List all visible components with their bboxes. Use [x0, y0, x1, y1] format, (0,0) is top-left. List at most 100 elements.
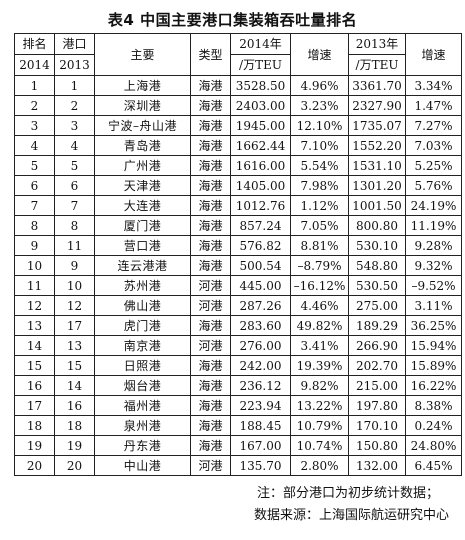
port-name-cell: 虎门港	[94, 315, 191, 336]
teu-2014-cell: 135.70	[230, 455, 291, 476]
teu-2013-cell: 189.29	[348, 315, 406, 336]
table-row: 17 16 福州港 海港 223.94 13.22% 197.80 8.38%	[14, 395, 462, 416]
rank-2013-cell: 18	[54, 415, 95, 436]
teu-2013-cell: 275.00	[348, 295, 406, 316]
rank-2013-cell: 5	[54, 155, 95, 176]
growth-2013-cell: 5.25%	[405, 155, 462, 176]
port-type-cell: 海港	[190, 255, 231, 276]
table-row: 2 2 深圳港 海港 2403.00 3.23% 2327.90 1.47%	[14, 95, 462, 116]
growth-2014-cell: 4.46%	[290, 295, 349, 316]
growth-2014-cell: 12.10%	[290, 115, 349, 136]
table-title: 表4 中国主要港口集装箱吞吐量排名	[107, 11, 358, 29]
rank-2013-header-year: 2013	[54, 54, 95, 76]
rank-2013-cell: 20	[54, 455, 95, 476]
teu-2013-cell: 150.80	[348, 435, 406, 456]
growth-2014-cell: 13.22%	[290, 395, 349, 416]
port-name-cell: 大连港	[94, 195, 191, 216]
growth-2013-cell: 11.19%	[405, 215, 462, 236]
teu-2013-cell: 530.50	[348, 275, 406, 296]
rank-2013-cell: 14	[54, 375, 95, 396]
growth-2013-cell: 36.25%	[405, 315, 462, 336]
growth-2014-cell: 2.80%	[290, 455, 349, 476]
teu-2014-cell: 3528.50	[230, 75, 291, 96]
teu-2013-cell: 2327.90	[348, 95, 406, 116]
rank-2014-cell: 18	[14, 415, 55, 436]
teu-2013-cell: 1552.20	[348, 135, 406, 156]
port-type-cell: 海港	[190, 235, 231, 256]
growth-2014-cell: 10.79%	[290, 415, 349, 436]
growth-2014-cell: –16.12%	[290, 275, 349, 296]
teu-2013-cell: 548.80	[348, 255, 406, 276]
table-row: 9 11 营口港 海港 576.82 8.81% 530.10 9.28%	[14, 235, 462, 256]
growth-2013-header: 增速	[405, 33, 462, 76]
rank-2013-cell: 11	[54, 235, 95, 256]
teu-2014-cell: 2403.00	[230, 95, 291, 116]
rank-2014-cell: 1	[14, 75, 55, 96]
rank-2013-cell: 6	[54, 175, 95, 196]
teu-2013-cell: 1735.07	[348, 115, 406, 136]
growth-2014-cell: –8.79%	[290, 255, 349, 276]
growth-2013-cell: 7.27%	[405, 115, 462, 136]
port-type-cell: 海港	[190, 75, 231, 96]
growth-2014-cell: 19.39%	[290, 355, 349, 376]
teu-2014-cell: 223.94	[230, 395, 291, 416]
teu-2014-cell: 1662.44	[230, 135, 291, 156]
teu-2013-cell: 1301.20	[348, 175, 406, 196]
port-type-cell: 海港	[190, 375, 231, 396]
teu-2014-cell: 445.00	[230, 275, 291, 296]
table-row: 1 1 上海港 海港 3528.50 4.96% 3361.70 3.34%	[14, 75, 462, 96]
rank-2013-cell: 13	[54, 335, 95, 356]
teu-2013-cell: 266.90	[348, 335, 406, 356]
teu-2014-cell: 1945.00	[230, 115, 291, 136]
growth-2014-cell: 4.96%	[290, 75, 349, 96]
teu-2013-header-unit: /万TEU	[348, 54, 406, 76]
table-row: 3 3 宁波–舟山港 海港 1945.00 12.10% 1735.07 7.27%	[14, 115, 462, 136]
growth-2014-cell: 5.54%	[290, 155, 349, 176]
teu-2013-cell: 800.80	[348, 215, 406, 236]
rank-2013-cell: 4	[54, 135, 95, 156]
port-name-cell: 烟台港	[94, 375, 191, 396]
table-row: 7 7 大连港 海港 1012.76 1.12% 1001.50 24.19%	[14, 195, 462, 216]
port-type-cell: 河港	[190, 275, 231, 296]
teu-2014-cell: 242.00	[230, 355, 291, 376]
rank-2014-cell: 3	[14, 115, 55, 136]
rank-2014-cell: 19	[14, 435, 55, 456]
teu-2014-cell: 283.60	[230, 315, 291, 336]
rank-2013-cell: 12	[54, 295, 95, 316]
rank-2014-header-year: 2014	[14, 54, 55, 76]
port-type-cell: 海港	[190, 395, 231, 416]
rank-2014-cell: 5	[14, 155, 55, 176]
port-name-cell: 青岛港	[94, 135, 191, 156]
port-type-cell: 海港	[190, 435, 231, 456]
rank-2013-cell: 9	[54, 255, 95, 276]
teu-2014-cell: 1012.76	[230, 195, 291, 216]
port-type-cell: 海港	[190, 195, 231, 216]
teu-2013-cell: 132.00	[348, 455, 406, 476]
port-name-cell: 日照港	[94, 355, 191, 376]
rank-2014-cell: 6	[14, 175, 55, 196]
table-row: 12 12 佛山港 河港 287.26 4.46% 275.00 3.11%	[14, 295, 462, 316]
growth-2014-cell: 7.98%	[290, 175, 349, 196]
growth-2014-cell: 7.05%	[290, 215, 349, 236]
teu-2013-cell: 197.80	[348, 395, 406, 416]
rank-2014-cell: 9	[14, 235, 55, 256]
growth-2014-cell: 49.82%	[290, 315, 349, 336]
growth-2014-cell: 8.81%	[290, 235, 349, 256]
port-type-cell: 海港	[190, 355, 231, 376]
teu-2014-cell: 500.54	[230, 255, 291, 276]
rank-2013-cell: 1	[54, 75, 95, 96]
port-type-cell: 海港	[190, 215, 231, 236]
table-notes: 注：部分港口为初步统计数据； 数据来源：上海国际航运研究中心	[4, 483, 461, 527]
growth-2013-cell: 8.38%	[405, 395, 462, 416]
growth-2013-cell: 15.89%	[405, 355, 462, 376]
growth-2014-cell: 3.41%	[290, 335, 349, 356]
teu-2014-cell: 1405.00	[230, 175, 291, 196]
teu-2014-header-year: 2014年	[230, 33, 291, 55]
table-row: 16 14 烟台港 海港 236.12 9.82% 215.00 16.22%	[14, 375, 462, 396]
port-name-cell: 深圳港	[94, 95, 191, 116]
rank-2013-cell: 17	[54, 315, 95, 336]
port-name-cell: 中山港	[94, 455, 191, 476]
rank-2014-cell: 17	[14, 395, 55, 416]
rank-2013-cell: 7	[54, 195, 95, 216]
